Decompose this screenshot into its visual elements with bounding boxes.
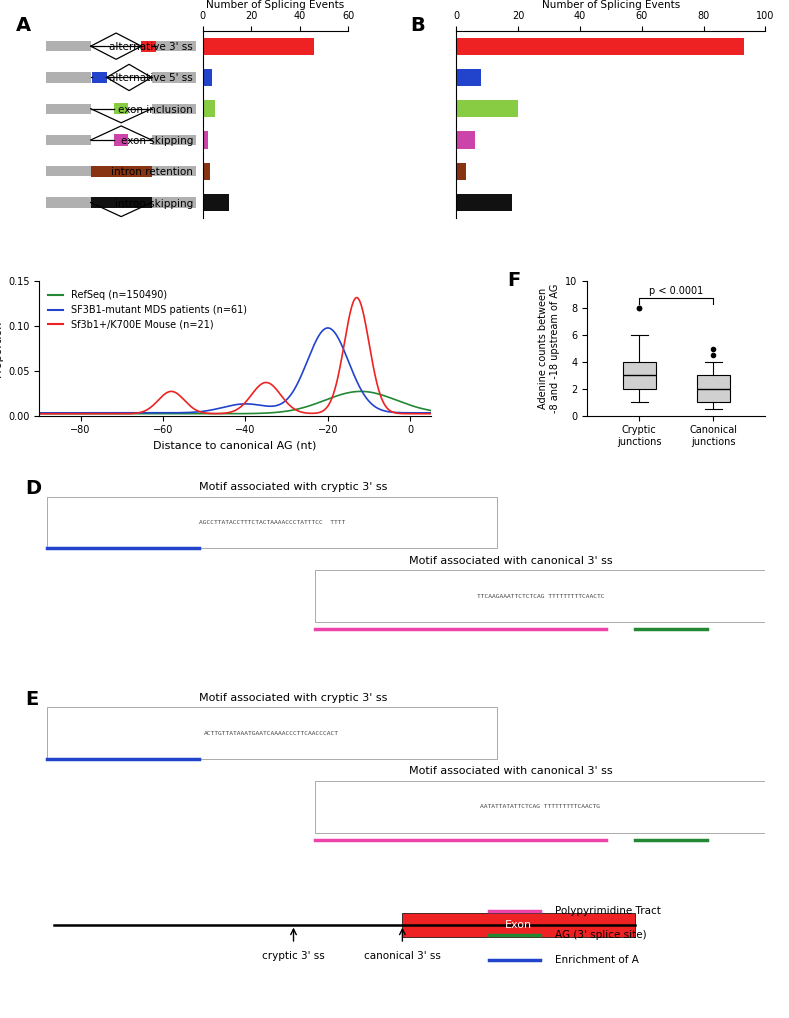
Bar: [46, 41, 91, 51]
PathPatch shape: [623, 362, 656, 389]
Bar: [91, 166, 151, 177]
Bar: [46, 104, 91, 114]
PathPatch shape: [697, 376, 730, 402]
Bar: [46, 134, 91, 146]
Bar: [457, 131, 475, 149]
Text: Motif associated with cryptic 3' ss: Motif associated with cryptic 3' ss: [200, 482, 387, 492]
Bar: [203, 100, 215, 117]
Text: Motif associated with canonical 3' ss: Motif associated with canonical 3' ss: [409, 556, 613, 566]
Bar: [47, 497, 497, 548]
Bar: [151, 41, 196, 51]
Bar: [203, 163, 210, 180]
Legend: RefSeq (n=150490), SF3B1-mutant MDS patients (n=61), Sf3b1+/K700E Mouse (n=21): RefSeq (n=150490), SF3B1-mutant MDS pati…: [44, 286, 250, 334]
Bar: [91, 196, 151, 209]
Text: AATATTATATTCTCAG TTTTTTTTTCAACTG: AATATTATATTCTCAG TTTTTTTTTCAACTG: [481, 804, 600, 809]
Bar: [457, 194, 512, 211]
Text: F: F: [507, 271, 521, 290]
Title: Number of Splicing Events: Number of Splicing Events: [207, 0, 345, 10]
Bar: [457, 38, 744, 55]
Text: TTCAAGAAATTCTCTCAG TTTTTTTTTCAACTC: TTCAAGAAATTCTCTCAG TTTTTTTTTCAACTC: [477, 593, 604, 599]
Text: Enrichment of A: Enrichment of A: [555, 955, 639, 965]
Text: B: B: [410, 15, 424, 35]
Bar: [203, 194, 230, 211]
Bar: [92, 72, 107, 83]
Y-axis label: Proportion: Proportion: [0, 320, 2, 378]
Bar: [46, 72, 91, 82]
Bar: [114, 134, 129, 146]
Bar: [141, 41, 156, 52]
Bar: [114, 103, 129, 114]
Bar: [316, 781, 765, 833]
Bar: [47, 708, 497, 758]
X-axis label: Distance to canonical AG (nt): Distance to canonical AG (nt): [154, 441, 317, 451]
Text: Motif associated with cryptic 3' ss: Motif associated with cryptic 3' ss: [200, 692, 387, 702]
Text: cryptic 3' ss: cryptic 3' ss: [262, 951, 325, 961]
Text: E: E: [25, 689, 38, 709]
Bar: [316, 570, 765, 622]
Text: p < 0.0001: p < 0.0001: [649, 286, 704, 296]
Text: D: D: [25, 478, 41, 498]
Text: Polypyrimidine Tract: Polypyrimidine Tract: [555, 906, 660, 916]
Text: A: A: [16, 15, 31, 35]
Text: AGCCTTATACCTTTCTACTAAAACCCTATTTCC  TTTT: AGCCTTATACCTTTCTACTAAAACCCTATTTCC TTTT: [199, 520, 345, 525]
Bar: [151, 166, 196, 176]
Text: Motif associated with canonical 3' ss: Motif associated with canonical 3' ss: [409, 767, 613, 777]
Bar: [203, 69, 212, 87]
Bar: [203, 131, 208, 149]
Text: Exon: Exon: [505, 919, 532, 929]
Bar: [46, 197, 91, 208]
Bar: [151, 134, 196, 146]
Bar: [457, 163, 466, 180]
Bar: [151, 197, 196, 208]
Bar: [457, 100, 518, 117]
Bar: [402, 912, 634, 937]
Bar: [457, 69, 481, 87]
Title: Number of Splicing Events: Number of Splicing Events: [542, 0, 680, 10]
Bar: [46, 166, 91, 176]
Bar: [203, 38, 314, 55]
Text: canonical 3' ss: canonical 3' ss: [364, 951, 441, 961]
Text: ACTTGTTATAAATGAATCAAAACCCTTCAACCCACT: ACTTGTTATAAATGAATCAAAACCCTTCAACCCACT: [204, 731, 339, 736]
Y-axis label: Adenine counts between
-8 and -18 upstream of AG: Adenine counts between -8 and -18 upstre…: [538, 284, 560, 413]
Bar: [151, 104, 196, 114]
Text: AG (3' splice site): AG (3' splice site): [555, 930, 646, 941]
Bar: [151, 72, 196, 82]
